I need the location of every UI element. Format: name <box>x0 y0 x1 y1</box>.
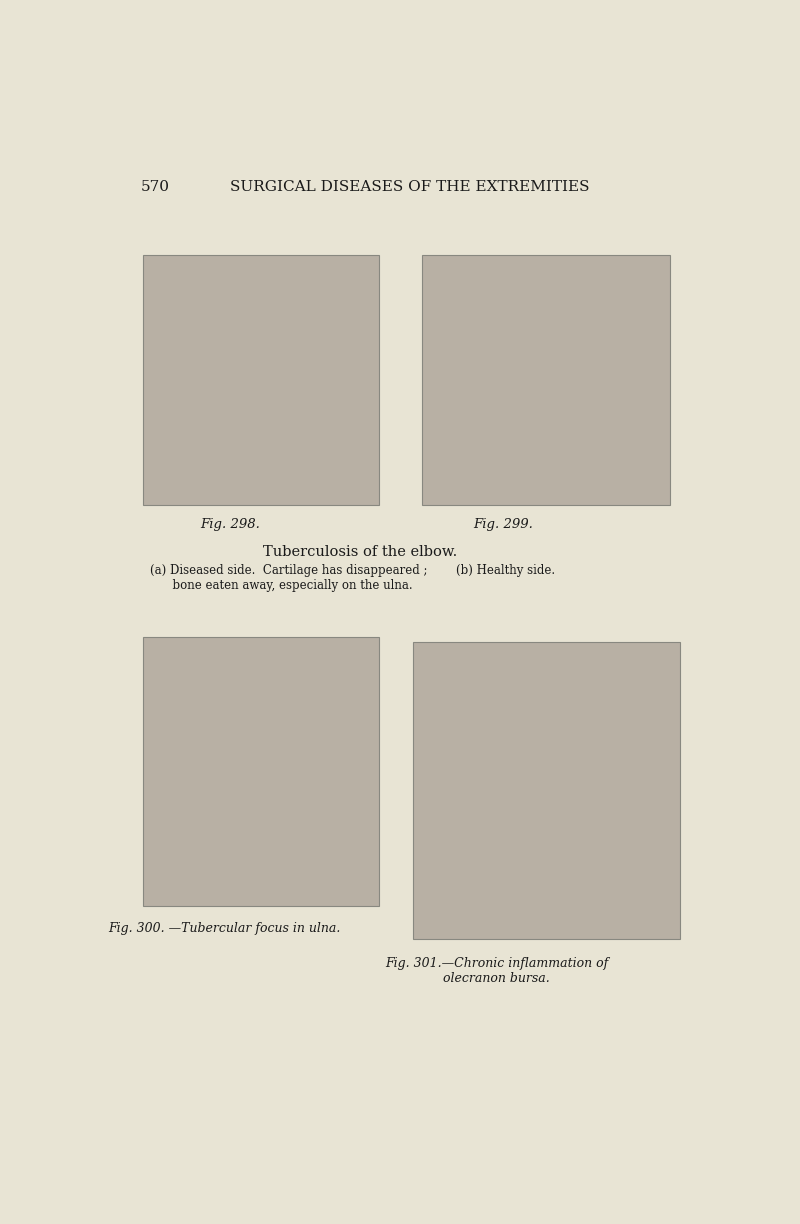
Text: Fig. 301.—Chronic inflammation of
olecranon bursa.: Fig. 301.—Chronic inflammation of olecra… <box>385 957 609 985</box>
Text: Tuberculosis of the elbow.: Tuberculosis of the elbow. <box>263 545 458 558</box>
Text: (a) Diseased side.  Cartilage has disappeared ;
      bone eaten away, especiall: (a) Diseased side. Cartilage has disappe… <box>150 564 427 592</box>
Bar <box>143 636 379 906</box>
Text: SURGICAL DISEASES OF THE EXTREMITIES: SURGICAL DISEASES OF THE EXTREMITIES <box>230 180 590 193</box>
Text: (b) Healthy side.: (b) Healthy side. <box>457 564 556 578</box>
Bar <box>413 641 680 939</box>
Bar <box>143 256 379 506</box>
Bar <box>422 256 670 506</box>
Text: Fig. 300. —Tubercular focus in ulna.: Fig. 300. —Tubercular focus in ulna. <box>108 922 340 935</box>
Text: Fig. 299.: Fig. 299. <box>473 518 533 531</box>
Text: 570: 570 <box>140 180 170 193</box>
Text: Fig. 298.: Fig. 298. <box>200 518 260 531</box>
